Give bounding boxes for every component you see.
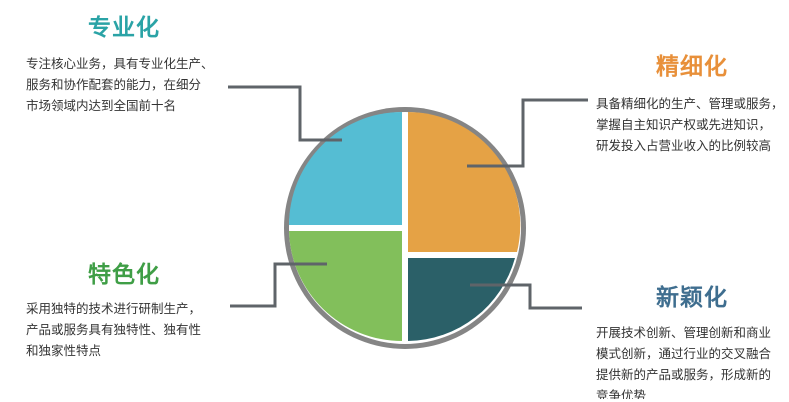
connector-top-left: [228, 85, 342, 142]
desc-zhuanye: 专注核心业务，具有专业化生产、 服务和协作配套的能力，在细分 市场领域内达到全国…: [26, 53, 214, 116]
segment-bottom-left: [289, 231, 402, 341]
desc-zhuanye-line: 专注核心业务，具有专业化生产、: [26, 56, 214, 71]
desc-tese-line: 和独家性特点: [26, 343, 102, 358]
segment-bottom-right: [408, 258, 515, 341]
desc-tese-line: 采用独特的技术进行研制生产，: [26, 301, 202, 316]
desc-jingxi-line: 研发投入占营业收入的比例较高: [596, 138, 772, 153]
desc-xinying-line: 模式创新，通过行业的交叉融合: [596, 346, 772, 361]
title-zhuanye: 专业化: [88, 15, 160, 41]
desc-jingxi: 具备精细化的生产、管理或服务， 掌握自主知识产权或先进知识， 研发投入占营业收入…: [596, 93, 784, 156]
quadrant-segments: [289, 112, 521, 341]
connectors: [228, 85, 588, 310]
desc-xinying-line: 竞争优势: [596, 388, 647, 399]
segment-top-left: [289, 112, 402, 225]
desc-xinying: 开展技术创新、管理创新和商业 模式创新，通过行业的交叉融合 提供新的产品或服务，…: [596, 322, 771, 399]
desc-xinying-line: 提供新的产品或服务，形成新的: [596, 367, 772, 382]
desc-zhuanye-line: 市场领域内达到全国前十名: [26, 98, 177, 113]
desc-zhuanye-line: 服务和协作配套的能力，在细分: [26, 77, 202, 92]
title-xinying: 新颖化: [656, 285, 728, 311]
desc-xinying-line: 开展技术创新、管理创新和商业: [596, 325, 772, 340]
desc-jingxi-line: 掌握自主知识产权或先进知识，: [596, 117, 772, 132]
connector-bottom-left: [230, 262, 327, 308]
desc-tese-line: 产品或服务具有独特性、独有性: [26, 322, 202, 337]
segment-right: [408, 112, 521, 252]
title-tese: 特色化: [88, 262, 160, 288]
title-jingxi: 精细化: [656, 54, 728, 80]
desc-jingxi-line: 具备精细化的生产、管理或服务，: [596, 96, 784, 111]
connector-bottom-right: [470, 283, 582, 310]
desc-tese: 采用独特的技术进行研制生产， 产品或服务具有独特性、独有性 和独家性特点: [26, 298, 201, 361]
connector-top-right: [467, 98, 588, 168]
